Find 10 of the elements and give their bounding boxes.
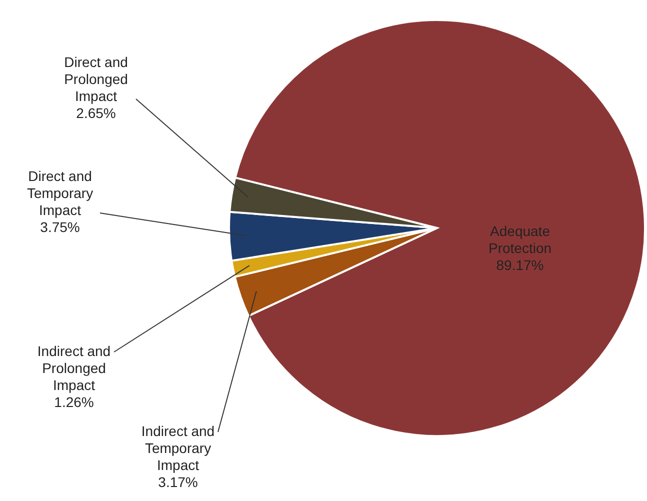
slice-label: Adequate Protection — [488, 223, 552, 256]
data-label: 3.75% — [40, 219, 80, 235]
data-label: 1.26% — [54, 394, 94, 410]
slice-label: Indirect and Prolonged Impact — [37, 343, 111, 393]
data-label: 3.17% — [158, 474, 198, 490]
slice-label: Direct and Temporary Impact — [26, 168, 94, 218]
data-label: 2.65% — [76, 105, 116, 121]
slice-label: Indirect and Temporary Impact — [141, 423, 215, 473]
slice-label: Direct and Prolonged Impact — [64, 54, 128, 104]
data-label: 89.17% — [496, 257, 544, 273]
